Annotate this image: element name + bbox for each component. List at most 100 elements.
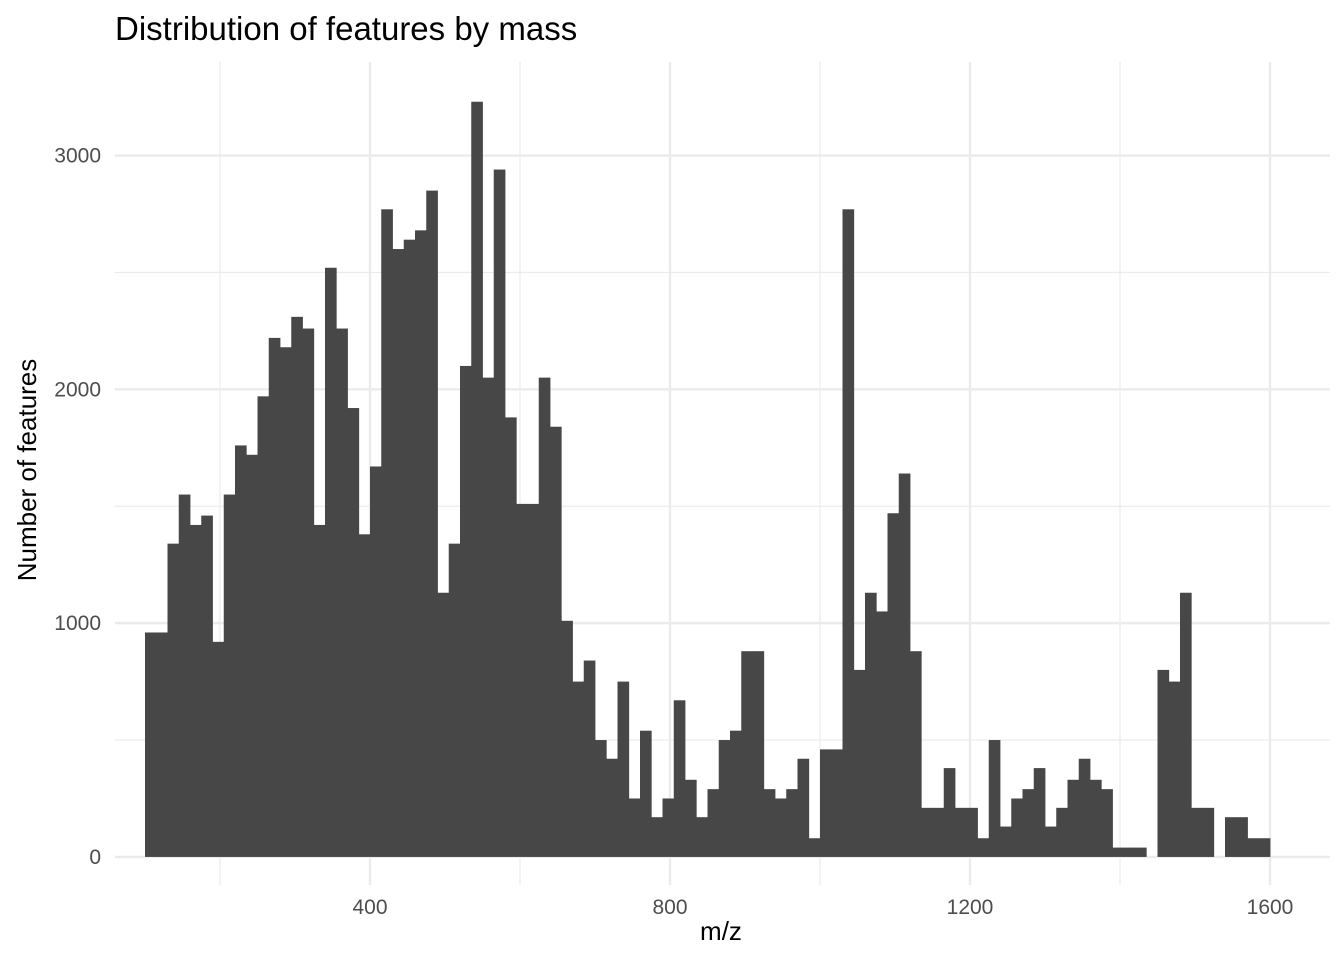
- histogram-bar: [966, 807, 978, 857]
- y-axis-title: Number of features: [12, 359, 42, 582]
- histogram-bar: [673, 700, 686, 857]
- histogram-bar: [291, 316, 303, 857]
- histogram-bar: [1157, 669, 1170, 857]
- histogram-bar: [775, 798, 787, 857]
- histogram-bar: [1135, 847, 1147, 857]
- histogram-bar: [617, 681, 630, 857]
- histogram-bar: [662, 798, 675, 857]
- histogram-bar: [460, 365, 472, 857]
- histogram-bar: [628, 798, 641, 857]
- histogram-bar: [572, 681, 585, 857]
- y-tick-label: 1000: [54, 612, 101, 635]
- histogram-bar: [493, 169, 506, 857]
- y-tick-label: 2000: [54, 378, 101, 401]
- histogram-bar: [280, 347, 292, 857]
- histogram-bar: [415, 230, 427, 857]
- histogram-bar: [268, 337, 281, 857]
- grid-lines: [115, 62, 1330, 885]
- histogram-bar: [853, 669, 866, 857]
- histogram-bar: [707, 789, 720, 857]
- histogram-bar: [1123, 847, 1136, 857]
- x-tick-label: 400: [352, 896, 387, 919]
- histogram-bar: [1180, 592, 1192, 857]
- histogram-bar: [1045, 826, 1057, 857]
- histogram-bar: [550, 426, 562, 857]
- histogram-bar: [358, 534, 371, 857]
- histogram-bar: [1022, 789, 1035, 857]
- histogram-bar: [538, 377, 551, 857]
- histogram-bar: [887, 513, 900, 857]
- histogram-bar: [640, 730, 652, 857]
- histogram-bar: [448, 543, 461, 857]
- histogram-bar: [1101, 789, 1113, 857]
- histogram-bar: [167, 543, 180, 857]
- histogram-bar: [190, 524, 202, 857]
- histogram-bar: [302, 328, 315, 857]
- histogram-bar: [1202, 807, 1215, 857]
- x-tick-label: 1200: [947, 896, 994, 919]
- histogram-bar: [955, 807, 967, 857]
- histogram-bar: [1011, 798, 1023, 857]
- histogram-bar: [527, 503, 540, 857]
- histogram-bar: [718, 740, 731, 857]
- histogram-bar: [595, 740, 607, 857]
- histogram-bar: [482, 377, 495, 857]
- histogram-bar: [201, 515, 213, 857]
- histogram-bar: [876, 611, 888, 857]
- bars: [145, 101, 1271, 857]
- histogram-bar: [313, 524, 326, 857]
- histogram-bar: [730, 730, 742, 857]
- histogram-bar: [685, 779, 697, 857]
- histogram-bar: [797, 758, 810, 857]
- histogram-bar: [583, 660, 596, 857]
- histogram-bar: [516, 503, 528, 857]
- histogram-bar: [1078, 758, 1091, 857]
- histogram-bar: [336, 328, 348, 857]
- y-tick-label: 3000: [54, 145, 101, 168]
- histogram-bar: [786, 789, 798, 857]
- histogram-bar: [1236, 817, 1248, 857]
- histogram-bar: [1191, 807, 1203, 857]
- histogram-bar: [921, 807, 933, 857]
- histogram-bar: [1056, 807, 1068, 857]
- histogram-bar: [437, 592, 450, 857]
- histogram-bar: [1225, 817, 1237, 857]
- histogram-bar: [223, 494, 236, 857]
- histogram-bar: [426, 190, 438, 857]
- histogram-bar: [505, 417, 517, 857]
- histogram-bar: [1168, 681, 1181, 857]
- histogram-bar: [1090, 779, 1102, 857]
- histogram-bar: [943, 768, 956, 857]
- histogram-bar: [988, 740, 1001, 857]
- histogram-bar: [1000, 826, 1012, 857]
- histogram-bar: [606, 758, 618, 857]
- histogram-bar: [741, 651, 753, 857]
- histogram-bar: [977, 838, 990, 857]
- histogram-bar: [898, 473, 911, 857]
- histogram-bar: [235, 445, 247, 857]
- histogram-bar: [145, 632, 157, 857]
- histogram-bar: [178, 494, 191, 857]
- histogram-bar: [370, 466, 382, 857]
- histogram-bar: [212, 641, 225, 857]
- y-axis-ticks: 0 1000 2000 3000: [54, 145, 101, 869]
- histogram-bar: [842, 209, 855, 857]
- histogram-bar: [561, 620, 573, 857]
- histogram-bar: [246, 454, 258, 857]
- histogram-bar: [752, 651, 765, 857]
- histogram-bar: [696, 817, 708, 857]
- histogram-bar: [1258, 838, 1271, 857]
- x-axis-ticks: 400 800 1200 1600: [352, 896, 1293, 919]
- histogram-bar: [471, 101, 483, 857]
- histogram-bar: [808, 838, 821, 857]
- histogram-bar: [325, 267, 337, 857]
- histogram-bar: [1067, 779, 1080, 857]
- histogram-bar: [257, 396, 270, 857]
- histogram-bar: [932, 807, 945, 857]
- y-tick-label: 0: [89, 846, 101, 869]
- histogram-bar: [763, 789, 776, 857]
- x-axis-title: m/z: [700, 916, 742, 946]
- histogram-bar: [347, 408, 360, 857]
- x-tick-label: 1600: [1247, 896, 1294, 919]
